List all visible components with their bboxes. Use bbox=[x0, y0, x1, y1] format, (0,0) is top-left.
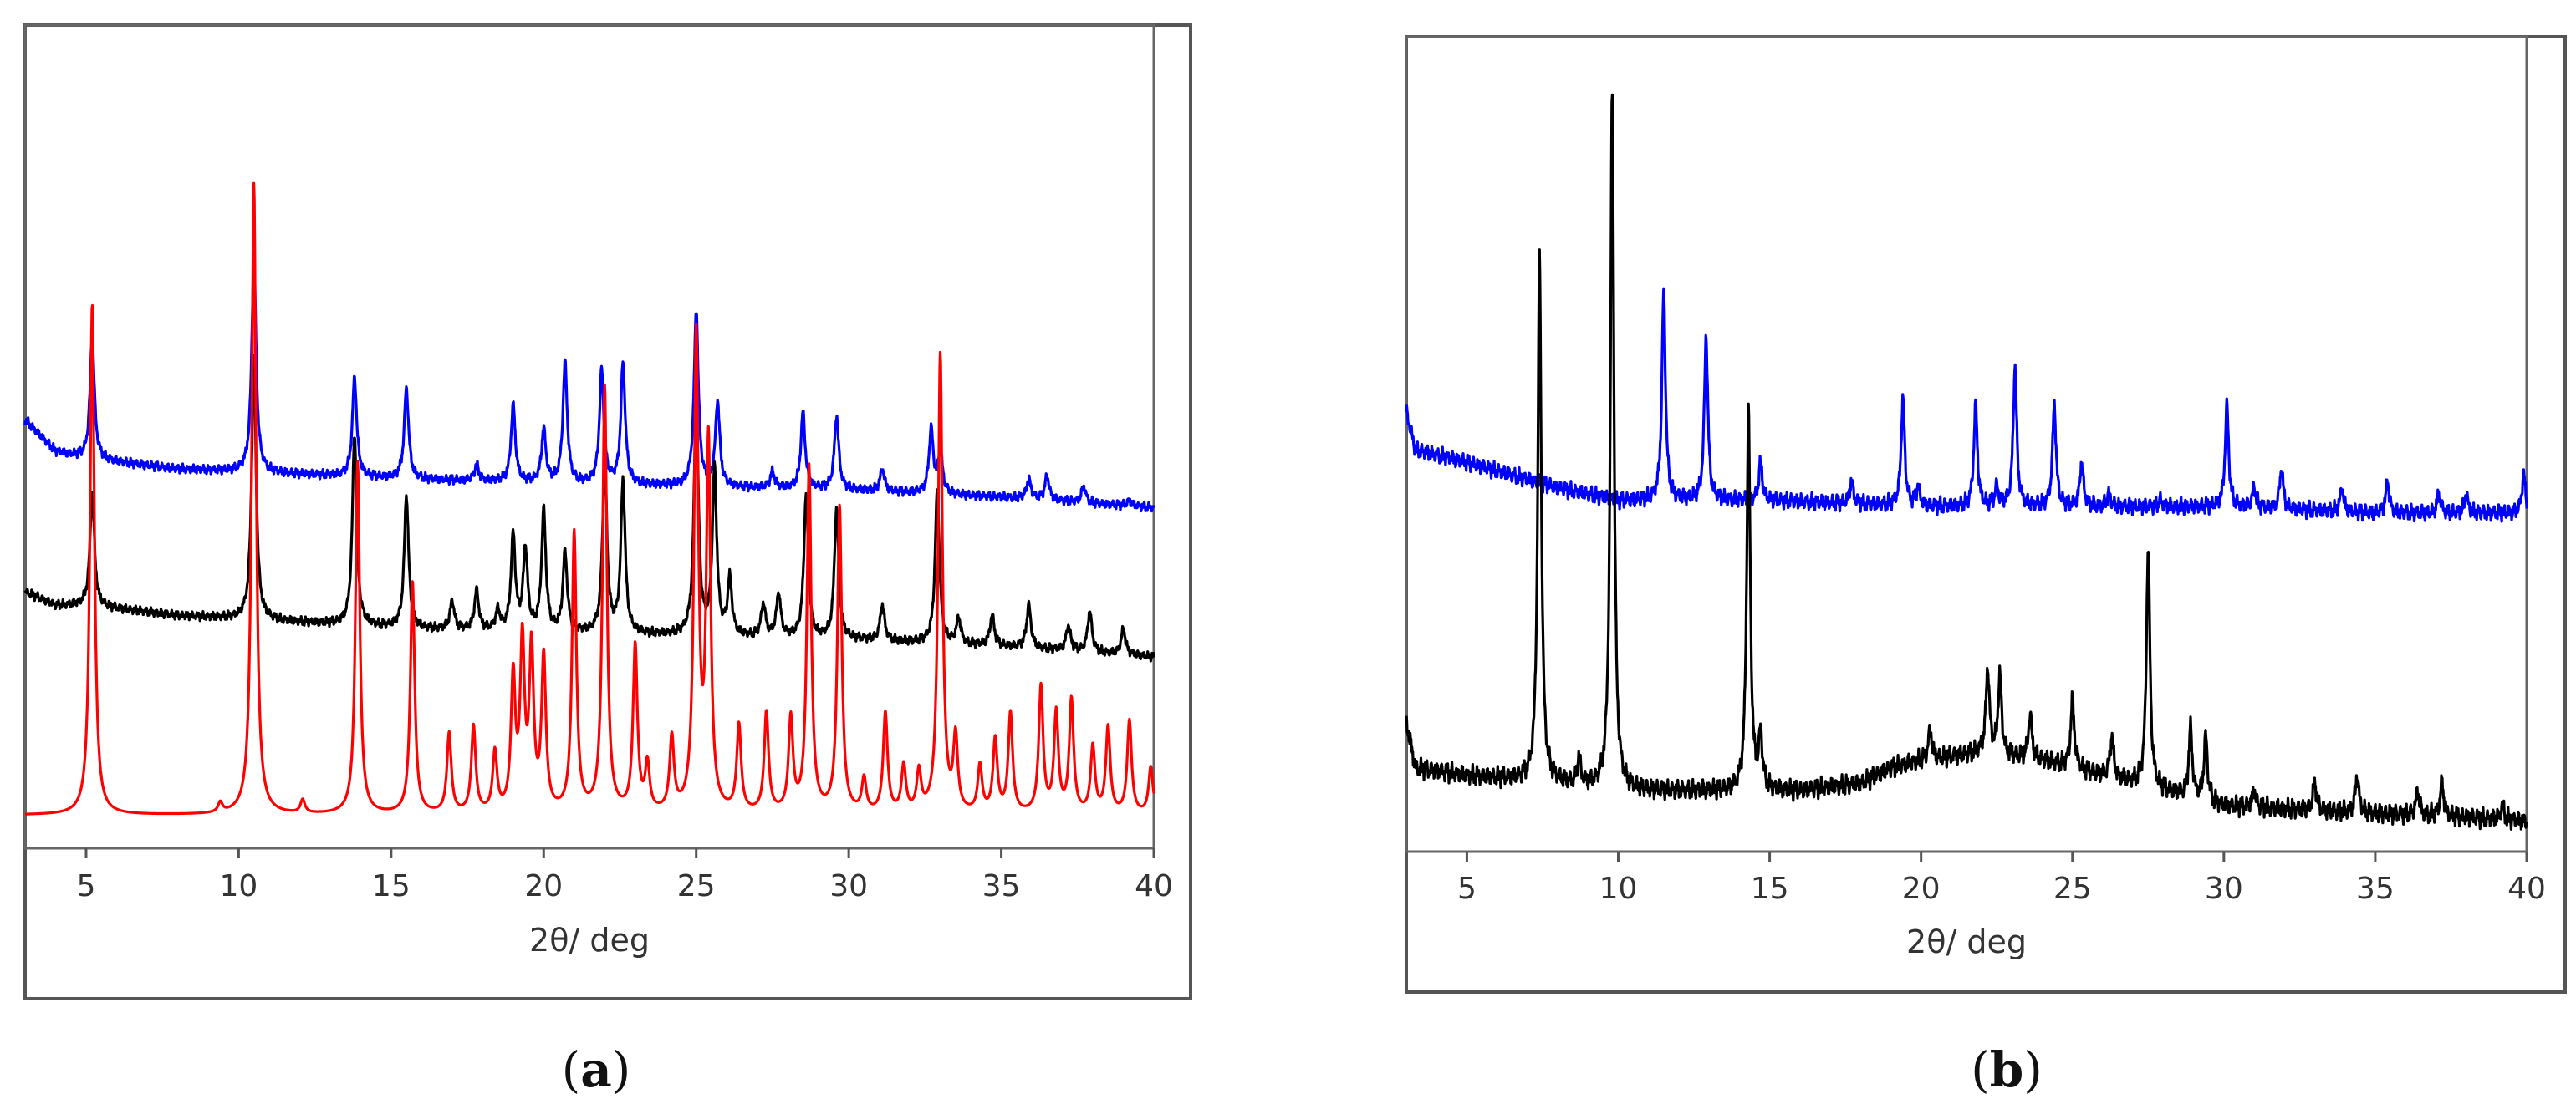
panel-b-x-tick-label: 20 bbox=[1902, 872, 1941, 906]
panel-b-caption-letter: b bbox=[1990, 1041, 2024, 1098]
panel-a-x-tick-label: 10 bbox=[219, 869, 258, 903]
panel-b-series-line-1 bbox=[1405, 287, 2528, 523]
panel-b: 5 10 15 20 25 30 35 40 2θ/ deg (b) bbox=[1405, 35, 2567, 1098]
panel-a-caption-label: (a) bbox=[562, 1041, 631, 1098]
panel-a-x-tick-label: 15 bbox=[372, 869, 411, 903]
panel-b-plot-area bbox=[1405, 35, 2528, 853]
panel-a-x-tick-label: 40 bbox=[1135, 869, 1173, 903]
panel-b-x-tick-label: 5 bbox=[1457, 872, 1477, 906]
panel-a-caption-letter: a bbox=[580, 1041, 612, 1098]
panel-b-x-tick-label: 25 bbox=[2053, 872, 2092, 906]
panel-b-x-tick-label: 35 bbox=[2356, 872, 2395, 906]
panel-a-series-line-1 bbox=[23, 251, 1155, 513]
panel-a-x-tick-label: 5 bbox=[77, 869, 96, 903]
panel-b-x-axis: 5 10 15 20 25 30 35 40 bbox=[1457, 852, 2546, 906]
panel-b-series bbox=[1405, 93, 2528, 831]
panel-a-series-line-3 bbox=[23, 181, 1155, 816]
panel-a-plot-area bbox=[23, 23, 1155, 850]
panel-a-x-axis: 5 10 15 20 25 30 35 40 bbox=[77, 848, 1173, 903]
panel-a-series-line-2 bbox=[23, 354, 1155, 663]
panel-b-caption-label: (b) bbox=[1971, 1041, 2043, 1098]
panel-b-series-line-2 bbox=[1405, 93, 2528, 831]
panel-a-x-tick-label: 30 bbox=[829, 869, 868, 903]
panel-a: 5 10 15 20 25 30 35 40 2θ/ deg (a) bbox=[23, 23, 1192, 1098]
panel-b-x-axis-label: 2θ/ deg bbox=[1906, 923, 2027, 960]
panel-b-x-tick-label: 40 bbox=[2507, 872, 2546, 906]
panel-a-series bbox=[23, 181, 1155, 816]
panel-b-x-tick-label: 10 bbox=[1599, 872, 1638, 906]
panel-b-x-tick-label: 30 bbox=[2205, 872, 2243, 906]
panel-b-x-tick-label: 15 bbox=[1751, 872, 1789, 906]
panel-a-x-tick-label: 25 bbox=[677, 869, 716, 903]
panel-a-x-tick-label: 20 bbox=[524, 869, 563, 903]
panel-a-x-axis-label: 2θ/ deg bbox=[529, 922, 650, 959]
panel-a-x-tick-label: 35 bbox=[982, 869, 1021, 903]
